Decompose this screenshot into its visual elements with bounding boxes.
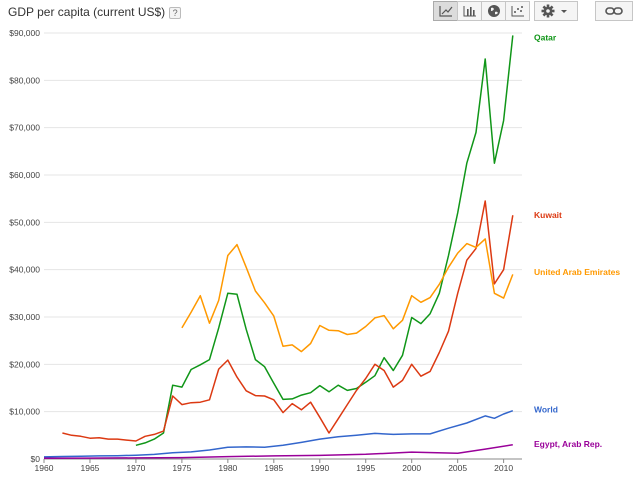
series-line-united-arab-emirates: [181, 238, 514, 353]
scatter-chart-icon: [511, 6, 524, 17]
bar-chart-button[interactable]: [457, 1, 482, 21]
scatter-chart-button[interactable]: [505, 1, 530, 21]
x-tick-label: 1985: [264, 463, 283, 473]
series-line-kuwait: [62, 200, 514, 442]
series-line-world: [43, 409, 514, 458]
chart-header: GDP per capita (current US$)?: [0, 0, 640, 24]
map-button[interactable]: [481, 1, 506, 21]
y-tick-label: $60,000: [9, 170, 40, 180]
line-chart-icon: [438, 6, 452, 17]
help-button[interactable]: ?: [169, 7, 182, 19]
y-tick-label: $10,000: [9, 407, 40, 417]
series-label: Egypt, Arab Rep.: [534, 439, 602, 449]
x-tick-label: 1980: [218, 463, 237, 473]
series-line-egypt-arab-rep: [43, 444, 513, 460]
x-tick-label: 1965: [81, 463, 100, 473]
chevron-down-icon: [561, 10, 567, 13]
settings-button[interactable]: [534, 1, 578, 21]
series-label: United Arab Emirates: [534, 267, 620, 277]
series-label: Kuwait: [534, 210, 562, 220]
y-tick-label: $30,000: [9, 312, 40, 322]
line-chart-button[interactable]: [433, 1, 458, 21]
chart-title: GDP per capita (current US$): [8, 5, 166, 19]
y-tick-label: $90,000: [9, 28, 40, 38]
x-tick-label: 1960: [35, 463, 54, 473]
y-tick-label: $0: [31, 454, 41, 464]
y-tick-label: $50,000: [9, 217, 40, 227]
chart-title-area: GDP per capita (current US$)?: [8, 5, 182, 19]
map-globe-icon: [487, 5, 500, 17]
share-link-button[interactable]: [595, 1, 633, 21]
x-tick-label: 2005: [448, 463, 467, 473]
y-tick-label: $40,000: [9, 265, 40, 275]
x-tick-label: 2010: [494, 463, 513, 473]
x-tick-label: 1995: [356, 463, 375, 473]
link-icon: [605, 7, 623, 15]
settings-gear-icon: [541, 4, 567, 18]
x-tick-label: 1970: [126, 463, 145, 473]
y-tick-label: $20,000: [9, 359, 40, 369]
y-tick-label: $70,000: [9, 123, 40, 133]
x-tick-label: 1975: [172, 463, 191, 473]
x-tick-label: 1990: [310, 463, 329, 473]
bar-chart-icon: [463, 6, 476, 17]
y-tick-label: $80,000: [9, 75, 40, 85]
series-label: Qatar: [534, 33, 557, 43]
x-tick-label: 2000: [402, 463, 421, 473]
series-line-qatar: [135, 35, 514, 447]
gdp-line-chart: $0 $10,000 $20,000 $30,000 $40,000 $50,000 $60…: [9, 28, 620, 473]
series-label: World: [534, 404, 558, 414]
